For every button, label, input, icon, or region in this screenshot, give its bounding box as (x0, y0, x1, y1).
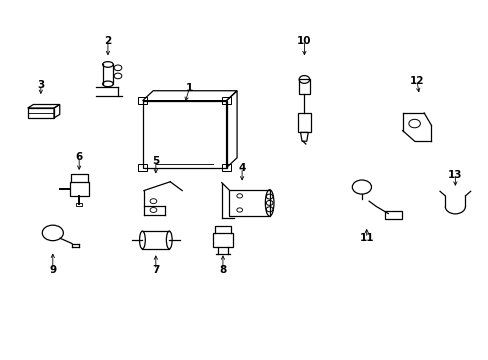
Text: 9: 9 (49, 265, 56, 275)
Bar (228, 190, 269, 216)
Text: 12: 12 (409, 76, 424, 86)
Bar (138, 98, 147, 104)
Text: 4: 4 (238, 163, 245, 173)
Bar (222, 98, 230, 104)
Bar (69, 182, 89, 196)
Text: 6: 6 (75, 152, 82, 162)
Text: 8: 8 (219, 265, 226, 275)
Text: 2: 2 (104, 36, 111, 46)
Bar (76, 203, 82, 206)
Bar (298, 113, 310, 132)
Bar (299, 80, 309, 94)
Bar (138, 165, 147, 171)
Text: 11: 11 (359, 233, 373, 243)
Text: 7: 7 (152, 265, 159, 275)
Text: 3: 3 (37, 80, 44, 90)
Text: 5: 5 (152, 156, 159, 166)
Text: 1: 1 (185, 83, 193, 93)
Text: 10: 10 (297, 36, 311, 46)
Bar (213, 233, 232, 247)
Bar (384, 211, 401, 219)
Text: 13: 13 (447, 170, 462, 180)
Bar (222, 165, 230, 171)
